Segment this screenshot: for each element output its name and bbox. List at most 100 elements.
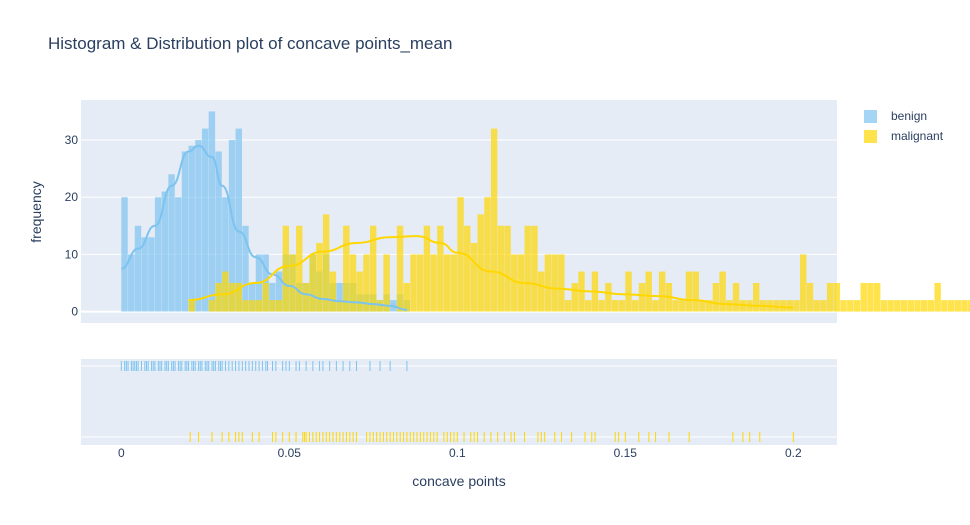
bar-malignant[interactable] xyxy=(490,128,498,312)
legend-item-malignant[interactable]: malignant xyxy=(864,126,943,146)
bar-malignant[interactable] xyxy=(786,300,794,312)
bar-malignant[interactable] xyxy=(625,271,632,312)
bar-malignant[interactable] xyxy=(329,271,337,312)
bar-malignant[interactable] xyxy=(692,271,699,312)
bar-malignant[interactable] xyxy=(275,300,283,312)
bar-malignant[interactable] xyxy=(215,282,222,312)
bar-malignant[interactable] xyxy=(645,271,652,312)
bar-malignant[interactable] xyxy=(558,254,565,312)
bar-malignant[interactable] xyxy=(302,282,310,312)
bar-malignant[interactable] xyxy=(457,197,464,312)
bar-malignant[interactable] xyxy=(410,254,417,312)
bar-malignant[interactable] xyxy=(853,300,861,312)
bar-malignant[interactable] xyxy=(813,300,820,312)
bar-malignant[interactable] xyxy=(820,300,827,312)
bar-malignant[interactable] xyxy=(941,300,948,312)
bar-malignant[interactable] xyxy=(900,300,908,312)
bar-malignant[interactable] xyxy=(672,300,679,312)
bar-malignant[interactable] xyxy=(907,300,914,312)
bar-malignant[interactable] xyxy=(571,282,578,312)
bar-benign[interactable] xyxy=(275,271,283,312)
bar-malignant[interactable] xyxy=(732,282,740,312)
bar-malignant[interactable] xyxy=(255,300,263,312)
bar-malignant[interactable] xyxy=(356,271,363,312)
bar-malignant[interactable] xyxy=(961,300,968,312)
bar-malignant[interactable] xyxy=(826,282,834,312)
legend-item-benign[interactable]: benign xyxy=(864,106,943,126)
bar-malignant[interactable] xyxy=(417,254,424,312)
bar-malignant[interactable] xyxy=(296,225,303,312)
bar-benign[interactable] xyxy=(141,237,148,312)
bar-malignant[interactable] xyxy=(396,225,404,312)
bar-malignant[interactable] xyxy=(800,254,807,312)
bar-malignant[interactable] xyxy=(914,300,921,312)
bar-malignant[interactable] xyxy=(611,300,619,312)
bar-malignant[interactable] xyxy=(249,300,256,312)
bar-malignant[interactable] xyxy=(679,300,686,312)
bar-malignant[interactable] xyxy=(658,271,666,312)
bar-malignant[interactable] xyxy=(524,225,531,312)
bar-benign[interactable] xyxy=(195,140,202,312)
bar-malignant[interactable] xyxy=(685,271,693,312)
bar-malignant[interactable] xyxy=(753,282,760,312)
bar-benign[interactable] xyxy=(201,128,209,312)
bar-malignant[interactable] xyxy=(511,254,518,312)
bar-malignant[interactable] xyxy=(504,225,511,312)
bar-malignant[interactable] xyxy=(208,300,216,312)
bar-malignant[interactable] xyxy=(403,282,410,312)
kde-curve-malignant[interactable] xyxy=(188,235,794,309)
bar-malignant[interactable] xyxy=(349,254,357,312)
bar-malignant[interactable] xyxy=(887,300,894,312)
bar-benign[interactable] xyxy=(242,225,249,312)
bar-benign[interactable] xyxy=(235,128,242,312)
bar-benign[interactable] xyxy=(215,151,222,312)
bar-benign[interactable] xyxy=(154,197,162,312)
bar-malignant[interactable] xyxy=(222,271,229,312)
bar-malignant[interactable] xyxy=(316,242,323,312)
bar-benign[interactable] xyxy=(161,191,169,312)
bar-malignant[interactable] xyxy=(873,282,881,312)
bar-malignant[interactable] xyxy=(598,300,605,312)
bar-malignant[interactable] xyxy=(437,225,444,312)
bar-malignant[interactable] xyxy=(618,300,626,312)
bar-malignant[interactable] xyxy=(699,300,706,312)
bar-benign[interactable] xyxy=(336,282,343,312)
bar-malignant[interactable] xyxy=(450,254,458,312)
bar-malignant[interactable] xyxy=(921,300,928,312)
bar-benign[interactable] xyxy=(181,151,189,312)
bar-malignant[interactable] xyxy=(376,300,384,312)
bar-malignant[interactable] xyxy=(235,282,242,312)
bar-malignant[interactable] xyxy=(363,254,370,312)
bar-malignant[interactable] xyxy=(322,214,330,312)
bar-malignant[interactable] xyxy=(443,254,451,312)
bar-malignant[interactable] xyxy=(934,282,941,312)
bar-malignant[interactable] xyxy=(726,300,733,312)
bar-malignant[interactable] xyxy=(927,300,935,312)
bar-benign[interactable] xyxy=(249,282,256,312)
bar-malignant[interactable] xyxy=(470,242,478,312)
bar-benign[interactable] xyxy=(269,282,276,312)
bar-benign[interactable] xyxy=(222,197,229,312)
bar-malignant[interactable] xyxy=(282,225,290,312)
bar-benign[interactable] xyxy=(228,140,236,312)
bar-malignant[interactable] xyxy=(228,282,236,312)
bar-benign[interactable] xyxy=(208,111,216,312)
bar-malignant[interactable] xyxy=(894,300,901,312)
bar-malignant[interactable] xyxy=(793,300,800,312)
bar-malignant[interactable] xyxy=(947,300,955,312)
bar-malignant[interactable] xyxy=(464,225,471,312)
bar-benign[interactable] xyxy=(175,197,182,312)
bar-malignant[interactable] xyxy=(860,282,867,312)
bar-malignant[interactable] xyxy=(497,225,505,312)
bar-malignant[interactable] xyxy=(477,214,484,312)
bar-malignant[interactable] xyxy=(564,300,572,312)
bar-malignant[interactable] xyxy=(484,197,491,312)
bar-malignant[interactable] xyxy=(847,300,854,312)
bar-benign[interactable] xyxy=(121,197,128,312)
bar-malignant[interactable] xyxy=(833,282,841,312)
bar-malignant[interactable] xyxy=(423,225,431,312)
kde-curve-benign[interactable] xyxy=(121,144,407,311)
bar-malignant[interactable] xyxy=(343,225,350,312)
bar-malignant[interactable] xyxy=(779,300,787,312)
bar-benign[interactable] xyxy=(188,145,195,312)
